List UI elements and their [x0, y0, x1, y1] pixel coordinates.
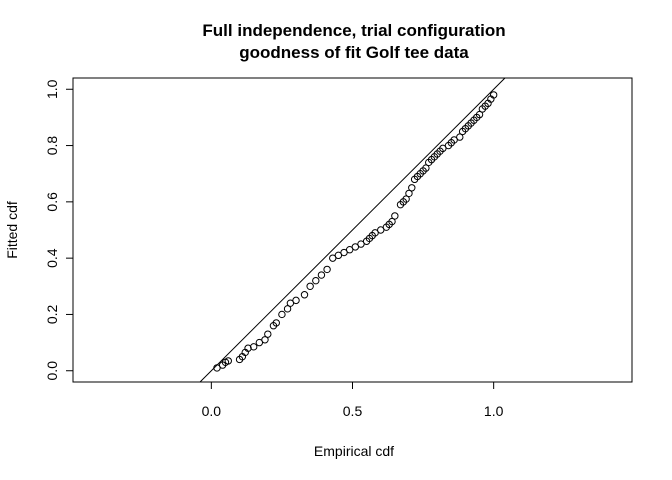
reference-line-group — [199, 77, 506, 383]
data-point — [489, 91, 498, 99]
data-point — [329, 254, 337, 262]
y-tick-label: 0.4 — [44, 248, 60, 268]
data-point — [264, 330, 272, 338]
data-point — [306, 282, 314, 290]
data-point — [224, 357, 232, 365]
chart-title-line1: Full independence, trial configuration — [202, 21, 505, 40]
data-point — [450, 136, 458, 144]
data-point — [334, 251, 343, 260]
data-point — [317, 271, 326, 279]
data-point — [391, 212, 399, 220]
x-axis-label: Empirical cdf — [314, 443, 394, 459]
data-point — [283, 305, 292, 313]
y-tick-label: 0.0 — [44, 361, 60, 381]
data-point — [345, 246, 354, 254]
data-point — [300, 291, 309, 299]
data-point — [357, 240, 365, 248]
data-point — [402, 195, 410, 203]
data-point — [323, 265, 331, 274]
y-tick-label: 0.8 — [44, 136, 60, 156]
data-point — [292, 296, 300, 305]
x-axis: 0.0 0.5 1.0 — [202, 381, 504, 419]
data-point — [377, 226, 385, 234]
data-point — [261, 336, 269, 344]
data-point — [456, 133, 464, 141]
y-tick-label: 1.0 — [44, 79, 60, 99]
y-axis: 0.0 0.2 0.4 0.6 0.8 1.0 — [44, 79, 74, 381]
data-point — [408, 184, 416, 192]
y-tick-label: 0.6 — [44, 192, 60, 212]
x-tick-label: 0.5 — [343, 403, 363, 419]
data-point — [405, 189, 413, 198]
data-point — [439, 144, 447, 153]
data-point — [351, 243, 360, 251]
data-point — [272, 319, 280, 327]
x-tick-label: 1.0 — [484, 403, 504, 419]
data-point — [371, 229, 379, 237]
chart-title-line2: goodness of fit Golf tee data — [239, 43, 469, 62]
data-point — [213, 364, 221, 372]
y-axis-label: Fitted cdf — [4, 201, 20, 259]
data-point — [475, 110, 484, 119]
data-point — [312, 276, 320, 285]
reference-line — [199, 77, 506, 383]
data-point — [286, 299, 295, 307]
data-point — [422, 164, 430, 172]
data-point — [249, 343, 258, 351]
data-point — [255, 338, 264, 347]
data-point — [340, 248, 348, 257]
y-tick-label: 0.2 — [44, 305, 60, 325]
data-points — [213, 91, 498, 372]
data-point — [278, 310, 286, 319]
data-point — [388, 217, 396, 226]
x-tick-label: 0.0 — [202, 403, 222, 419]
